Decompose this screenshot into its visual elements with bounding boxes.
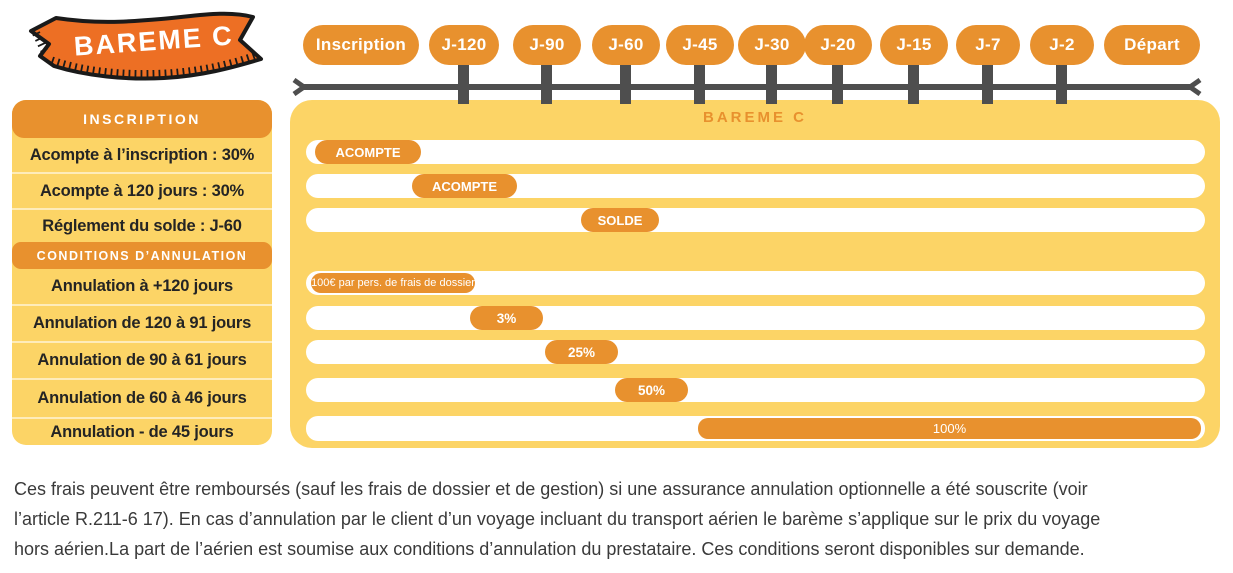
banner-shape [29, 11, 263, 81]
chart-panel-title: BAREME C [702, 109, 807, 126]
chart-bar-segment-acompte-1: ACOMPTE [315, 140, 421, 164]
timeline-label-j-90: J-90 [513, 25, 581, 65]
timeline-label-j-2: J-2 [1030, 25, 1094, 65]
chart-bar-track: 3% [306, 306, 1205, 330]
sidebar-row-acompte-inscription: Acompte à l’inscription : 30% [29, 145, 255, 164]
banner-hatching [50, 51, 258, 78]
timeline-tick [620, 58, 631, 104]
timeline-tick [908, 58, 919, 104]
chart-bar-segment-25pct: 25% [545, 340, 618, 364]
timeline-tick [832, 58, 843, 104]
chart-bar-track: 50% [306, 378, 1205, 402]
timeline-tick [1056, 58, 1067, 104]
chart-bar-track: 25% [306, 340, 1205, 364]
timeline-label-j-45: J-45 [666, 25, 734, 65]
chart-bar-track: 100% [306, 416, 1205, 441]
sidebar-row-annulation-plus120: Annulation à +120 jours [51, 277, 233, 295]
footnote-line: Ces frais peuvent être remboursés (sauf … [14, 479, 1088, 499]
footnote: Ces frais peuvent être remboursés (sauf … [14, 474, 1226, 564]
footnote-line: hors aérien.La part de l’aérien est soum… [14, 539, 1085, 559]
timeline-label-j-30: J-30 [738, 25, 806, 65]
timeline-label-j-20: J-20 [804, 25, 872, 65]
timeline-label-inscription: Inscription [303, 25, 419, 65]
sidebar-row-annulation-120-91: Annulation de 120 à 91 jours [12, 304, 272, 341]
chart-bar-segment-100pct: 100% [698, 418, 1201, 439]
timeline-tick [982, 58, 993, 104]
timeline-label-j-15: J-15 [880, 25, 948, 65]
sidebar-row-acompte-120: Acompte à 120 jours : 30% [12, 172, 272, 208]
banner-ribbon: BAREME C [29, 11, 263, 81]
chart-bar-track: ACOMPTE [306, 140, 1205, 164]
chart-bar-segment-50pct: 50% [615, 378, 688, 402]
sidebar-row-annulation-moins45: Annulation - de 45 jours [12, 417, 272, 445]
sidebar-header-annulation: CONDITIONS D’ANNULATION [12, 242, 272, 269]
chart-bar-track: ACOMPTE [306, 174, 1205, 198]
sidebar-row-annulation-60-46: Annulation de 60 à 46 jours [12, 378, 272, 417]
chart-bar-segment-solde: SOLDE [581, 208, 659, 232]
sidebar-legend: INSCRIPTION Acompte à l’inscription : 30… [12, 100, 272, 445]
timeline-tick [694, 58, 705, 104]
timeline-axis [300, 84, 1193, 90]
sidebar-row-reglement-solde: Réglement du solde : J-60 [12, 208, 272, 242]
chart-bar-segment-3pct: 3% [470, 306, 543, 330]
timeline-tick [766, 58, 777, 104]
timeline-label-depart: Départ [1104, 25, 1200, 65]
chart-bar-track: 100€ par pers. de frais de dossier [306, 271, 1205, 295]
sidebar-header-inscription: INSCRIPTION [12, 100, 272, 138]
timeline-tick [541, 58, 552, 104]
banner-hatching-left [32, 31, 50, 56]
footnote-line: l’article R.211-6 17). En cas d’annulati… [14, 509, 1101, 529]
sidebar-row-annulation-90-61: Annulation de 90 à 61 jours [12, 341, 272, 378]
chart-bar-track: SOLDE [306, 208, 1205, 232]
timeline-left-arrow-icon [292, 78, 306, 96]
timeline-label-j-120: J-120 [429, 25, 499, 65]
chart-bar-segment-acompte-2: ACOMPTE [412, 174, 517, 198]
timeline-label-j-60: J-60 [592, 25, 660, 65]
timeline-right-arrow-icon [1188, 78, 1202, 96]
timeline-tick [458, 58, 469, 104]
timeline-label-j-7: J-7 [956, 25, 1020, 65]
chart-bar-segment-frais-dossier: 100€ par pers. de frais de dossier [311, 273, 475, 293]
